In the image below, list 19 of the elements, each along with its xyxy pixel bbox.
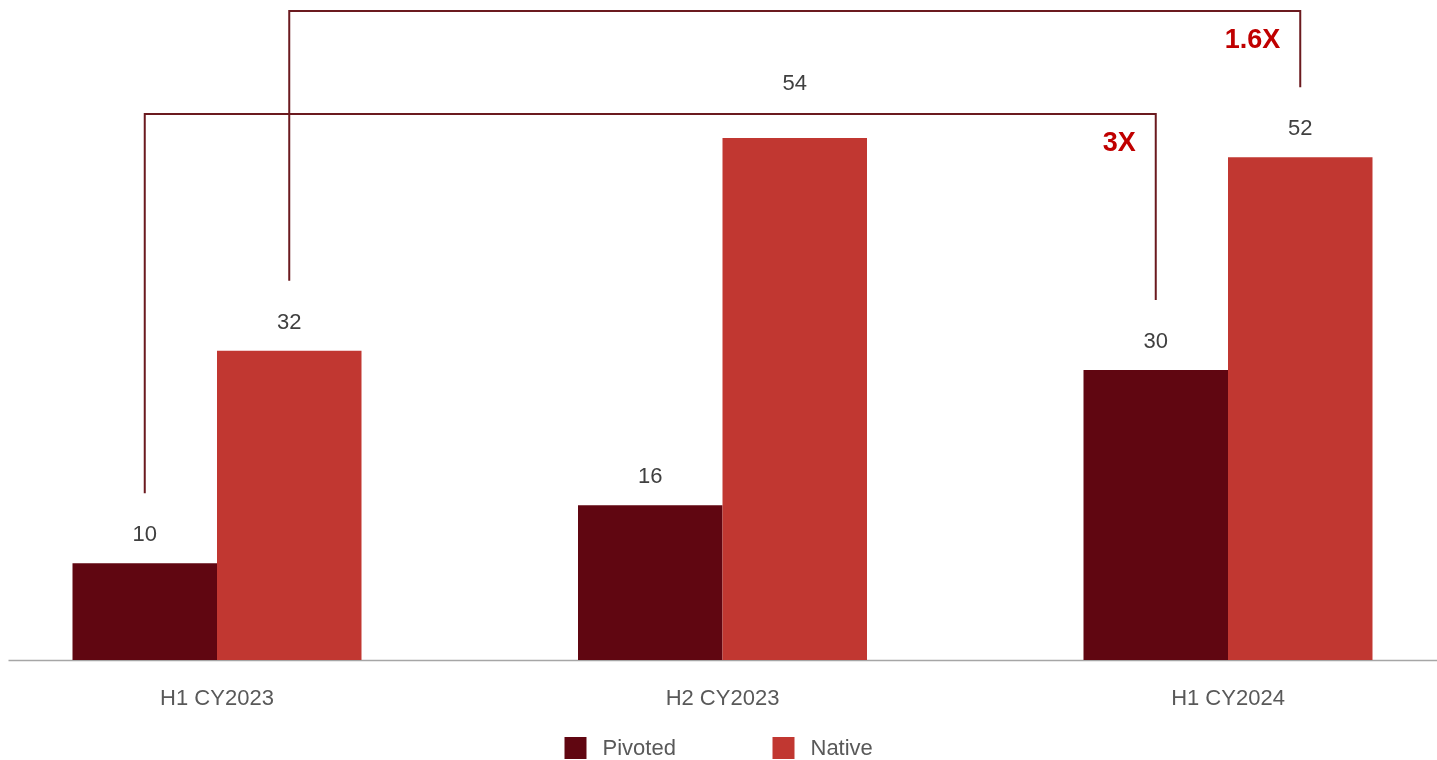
data-label: 52 [1288, 115, 1313, 141]
legend-label: Pivoted [602, 735, 676, 760]
bar [72, 563, 217, 660]
x-tick-label: H1 CY2023 [160, 684, 274, 710]
annotation: 3X [1102, 127, 1136, 157]
data-label: 10 [132, 521, 157, 547]
text: 1.6X [1224, 24, 1281, 54]
bar [1083, 370, 1228, 660]
data-label: 30 [1143, 328, 1168, 353]
bar [1228, 157, 1373, 660]
data-label: 54 [782, 70, 807, 95]
data-label: 16 [638, 463, 663, 489]
x-tick-label: H2 CY2023 [665, 684, 780, 710]
x-tick-label: H1 CY2024 [1171, 684, 1285, 710]
data-label: 32 [277, 308, 302, 334]
bar [722, 138, 867, 660]
bar [217, 350, 362, 660]
legend-label: Native [810, 735, 873, 760]
bar [578, 505, 723, 660]
